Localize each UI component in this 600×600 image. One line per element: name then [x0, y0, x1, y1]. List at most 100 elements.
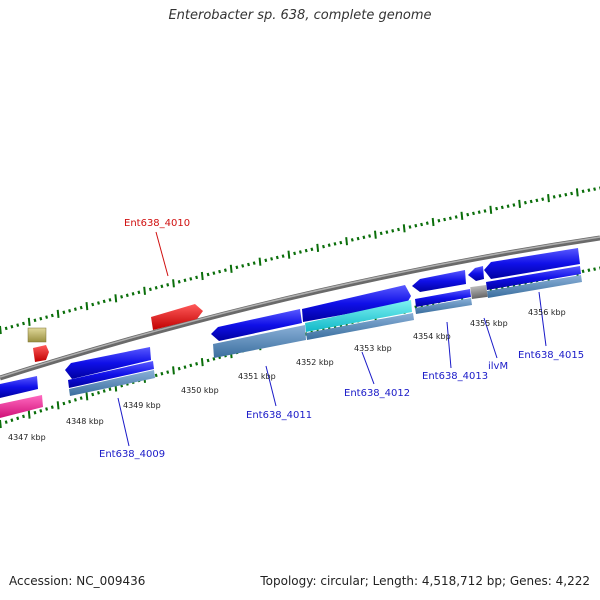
genome-backbone-highlight — [0, 236, 600, 378]
minor-tick — [189, 363, 193, 368]
gene-ent638-4010-arrow — [151, 304, 203, 330]
gene-label: Ent638_4013 — [422, 371, 488, 382]
minor-tick — [235, 265, 239, 270]
minor-tick — [581, 269, 585, 274]
ruler-label: 4352 kbp — [296, 358, 334, 367]
major-tick — [27, 410, 31, 419]
minor-tick — [50, 313, 54, 318]
gene-ent638-4013-arrow — [412, 270, 466, 292]
ruler-label: 4354 kbp — [413, 332, 451, 341]
minor-tick — [379, 231, 383, 236]
minor-tick — [166, 283, 170, 287]
major-tick — [431, 217, 435, 227]
gene-label: Ent638_4009 — [99, 449, 165, 460]
minor-tick — [16, 416, 20, 421]
ruler-label: 4347 kbp — [8, 433, 46, 442]
minor-tick — [206, 272, 210, 277]
gene-ent638-4009-arrow — [65, 347, 151, 379]
minor-tick — [212, 357, 216, 361]
minor-tick — [39, 316, 43, 321]
minor-tick — [45, 407, 49, 411]
gene-label: Ent638_4011 — [246, 410, 312, 421]
gene-ilvm-arrow — [468, 266, 484, 281]
minor-tick — [408, 225, 412, 229]
gene-ent638-4011-block — [213, 325, 306, 358]
minor-tick — [91, 392, 95, 397]
minor-tick — [443, 217, 447, 222]
major-tick — [489, 205, 493, 214]
outer-tick-ring — [0, 186, 600, 335]
major-tick — [85, 392, 89, 401]
ruler-label: 4353 kbp — [354, 344, 392, 353]
gene-label: Ent638_4015 — [518, 350, 584, 361]
minor-tick — [593, 267, 597, 271]
minor-tick — [564, 192, 568, 197]
minor-tick — [333, 242, 337, 246]
minor-tick — [131, 292, 135, 296]
minor-tick — [397, 227, 400, 232]
minor-tick — [195, 362, 199, 366]
minor-tick — [177, 280, 181, 284]
gene-ent638-4015-strand-a — [486, 266, 581, 290]
minor-tick — [39, 409, 43, 413]
minor-tick — [183, 278, 187, 283]
ruler-labels: 4347 kbp 4348 kbp 4349 kbp 4350 kbp 4351… — [8, 308, 566, 442]
minor-tick — [4, 326, 8, 331]
minor-tick — [466, 212, 470, 217]
minor-tick — [73, 398, 77, 402]
red-feature-small — [33, 345, 49, 362]
blue-feature-left — [0, 376, 38, 398]
gene-ent638-4012-cyan — [305, 300, 412, 332]
minor-tick — [322, 244, 325, 249]
ruler-label: 4356 kbp — [528, 308, 566, 317]
minor-tick — [570, 191, 574, 196]
pink-feature — [0, 395, 43, 418]
minor-tick — [472, 211, 475, 216]
minor-tick — [160, 371, 164, 376]
minor-tick — [391, 229, 395, 233]
gene-labels: Ent638_4010 Ent638_4009 Ent638_4011 Ent6… — [99, 218, 584, 460]
gene-ent638-4015-strand-b — [487, 275, 582, 298]
minor-tick — [212, 271, 216, 275]
minor-tick — [368, 234, 372, 238]
major-tick — [143, 286, 146, 295]
minor-tick — [10, 418, 14, 422]
minor-tick — [148, 287, 152, 292]
minor-tick — [264, 258, 268, 263]
major-tick — [200, 358, 204, 367]
minor-tick — [160, 284, 164, 289]
minor-tick — [108, 298, 112, 302]
minor-tick — [183, 365, 187, 369]
minor-tick — [448, 216, 452, 221]
major-tick — [374, 230, 377, 239]
minor-tick — [252, 261, 256, 265]
major-tick — [114, 294, 118, 303]
minor-tick — [425, 221, 429, 225]
minor-tick — [218, 269, 222, 274]
gene-ent638-4012-arrow — [302, 285, 411, 322]
minor-tick — [206, 358, 210, 363]
minor-tick — [477, 210, 481, 214]
major-tick — [460, 211, 464, 220]
minor-tick — [437, 218, 441, 223]
minor-tick — [97, 391, 100, 395]
minor-tick — [304, 248, 308, 253]
major-tick — [56, 309, 60, 318]
minor-tick — [495, 206, 499, 211]
minor-tick — [125, 293, 129, 298]
minor-tick — [310, 247, 314, 252]
minor-tick — [356, 236, 360, 241]
minor-tick — [50, 405, 54, 409]
gene-label: Ent638_4012 — [344, 388, 410, 399]
ruler-label: 4348 kbp — [66, 417, 104, 426]
minor-tick — [195, 275, 199, 280]
minor-tick — [454, 215, 458, 219]
gene-ent638-4011-arrow — [211, 309, 302, 341]
major-tick — [0, 419, 2, 429]
minor-tick — [45, 315, 49, 319]
minor-tick — [327, 243, 331, 247]
minor-tick — [154, 286, 158, 290]
minor-tick — [241, 264, 245, 268]
minor-tick — [414, 223, 418, 228]
gene-ent638-4015-arrow — [484, 248, 580, 279]
